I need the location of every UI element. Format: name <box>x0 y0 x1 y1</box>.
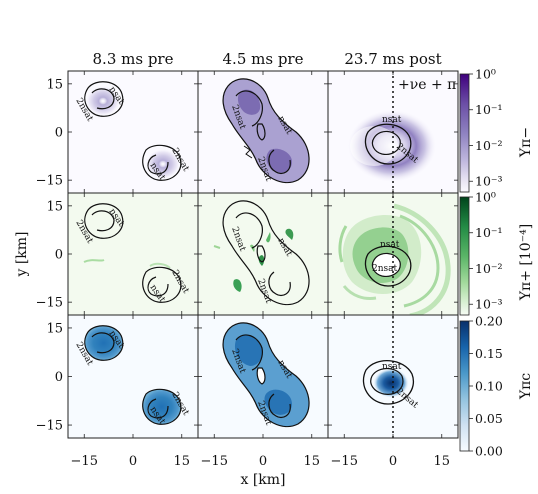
y-tick-label: −15 <box>36 174 63 189</box>
x-tick-label: 15 <box>433 454 450 469</box>
colorbar-tick-label: 0.05 <box>475 411 503 426</box>
x-tick-label: 0 <box>259 454 267 469</box>
y-tick-label: 15 <box>46 199 63 214</box>
colorbar-tick-label: 10⁻¹ <box>475 102 503 117</box>
axis-ticks: −15 0 15 −15 0 15 −15 0 15 −15 0 15 −15 0 15 −15 0 15 <box>36 71 458 469</box>
x-tick-label: −15 <box>201 454 228 469</box>
colorbar-ticks: 10⁰10⁻¹10⁻²10⁻³10⁰10⁻¹10⁻²10⁻³0.200.150.… <box>469 67 503 459</box>
colorbar-label-pic: Yπc <box>518 373 534 400</box>
colorbar-tick-label: 10⁻² <box>475 138 503 153</box>
x-tick-label: 0 <box>129 454 137 469</box>
colorbar-tick-label: 0.10 <box>475 379 503 394</box>
contour-label-nsat: nsat <box>380 240 400 250</box>
colorbar-pim <box>459 73 470 193</box>
y-tick-label: 15 <box>46 77 63 92</box>
x-tick-label: 0 <box>389 454 397 469</box>
y-tick-label: 0 <box>55 248 63 263</box>
reaction-annotation: +νe + π <box>398 77 456 93</box>
colorbar-pip <box>459 196 470 316</box>
panel-pip-23ms: nsat 2nsat <box>338 203 451 315</box>
y-tick-label: −15 <box>36 296 63 311</box>
panel-pim-4ms: 2nsat nsat 2nsat <box>222 78 310 184</box>
colorbar-tick-label: 0.20 <box>475 314 503 329</box>
contour-label-2nsat: 2nsat <box>372 264 398 274</box>
y-tick-label: 0 <box>55 370 63 385</box>
contour-label-nsat: nsat <box>382 115 402 125</box>
colorbar-tick-label: 0.15 <box>475 346 503 361</box>
y-tick-label: 0 <box>55 126 63 141</box>
panel-pim-23ms: nsat 2nsat <box>348 110 436 182</box>
colorbar-label-pim: Yπ− <box>518 127 534 158</box>
colorbar-tick-label: 0.00 <box>475 444 503 459</box>
colorbar-tick-label: 10⁰ <box>475 190 496 205</box>
column-title-2: 4.5 ms pre <box>223 50 304 68</box>
column-title-1: 8.3 ms pre <box>93 50 174 68</box>
y-tick-label: 15 <box>46 321 63 336</box>
colorbar-tick-label: 10⁻¹ <box>475 225 503 240</box>
colorbar-pic <box>459 320 470 452</box>
panel-pic-8ms: nsat 2nsat nsat 2nsat <box>73 325 191 427</box>
colorbar-label-pip: Yπ+ [10⁻⁴] <box>518 224 534 301</box>
x-tick-label: 15 <box>303 454 320 469</box>
panel-bg-pip-8ms <box>68 193 198 315</box>
colorbar-tick-label: 10⁰ <box>475 67 496 82</box>
colorbar-tick-label: 10⁻³ <box>475 174 503 189</box>
colorbar-tick-label: 10⁻² <box>475 261 503 276</box>
panel-bg-pip-4ms <box>198 193 328 315</box>
x-tick-label: −15 <box>71 454 98 469</box>
x-tick-label: −15 <box>331 454 358 469</box>
colorbar-tick-label: 10⁻³ <box>475 297 503 312</box>
x-axis-label: x [km] <box>240 472 285 488</box>
column-title-3: 23.7 ms post <box>344 50 441 68</box>
panel-pic-4ms: 2nsat nsat 2nsat <box>222 322 310 428</box>
y-axis-label: y [km] <box>14 231 30 277</box>
contour-label-nsat: nsat <box>382 362 402 372</box>
x-tick-label: 15 <box>173 454 190 469</box>
y-tick-label: −15 <box>36 419 63 434</box>
